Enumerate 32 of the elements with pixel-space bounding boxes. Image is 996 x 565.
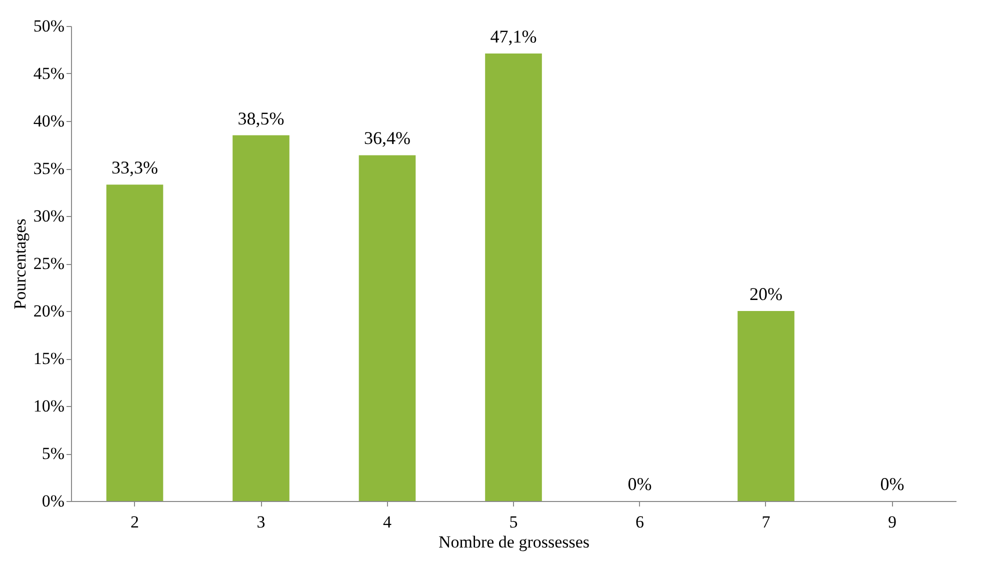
y-tick-label: 35%	[33, 159, 64, 178]
data-label: 47,1%	[490, 26, 537, 47]
x-tick-label: 4	[383, 512, 392, 532]
bar	[232, 135, 290, 501]
x-tick-label: 5	[509, 512, 518, 532]
bar	[358, 155, 416, 501]
x-tick-label: 3	[256, 512, 266, 532]
y-tick-label: 30%	[33, 206, 64, 226]
x-axis-title: Nombre de grossesses	[438, 532, 590, 552]
y-tick-label: 25%	[33, 254, 64, 273]
y-tick-label: 40%	[33, 112, 64, 130]
y-tick-label: 5%	[42, 444, 64, 463]
data-label: 20%	[749, 284, 782, 304]
y-tick-label: 20%	[33, 302, 64, 320]
y-tick-label: 45%	[33, 64, 64, 83]
x-tick-label: 7	[762, 512, 771, 532]
y-tick-label: 15%	[33, 349, 64, 368]
data-label: 0%	[880, 474, 904, 494]
data-label: 38,5%	[238, 108, 284, 128]
x-tick-label: 2	[130, 512, 140, 532]
x-tick-label: 9	[888, 512, 896, 532]
y-tick-label: 50%	[33, 16, 64, 36]
bar	[106, 184, 164, 501]
data-label: 36,4%	[364, 128, 410, 148]
bar	[485, 54, 542, 501]
y-tick-label: 10%	[33, 396, 64, 416]
y-tick-label: 0%	[42, 492, 64, 510]
y-axis-title: Pourcentages	[10, 218, 30, 310]
data-label: 33,3%	[112, 158, 158, 178]
data-label: 0%	[628, 474, 652, 494]
bar	[738, 311, 794, 501]
x-tick-label: 6	[636, 512, 644, 532]
